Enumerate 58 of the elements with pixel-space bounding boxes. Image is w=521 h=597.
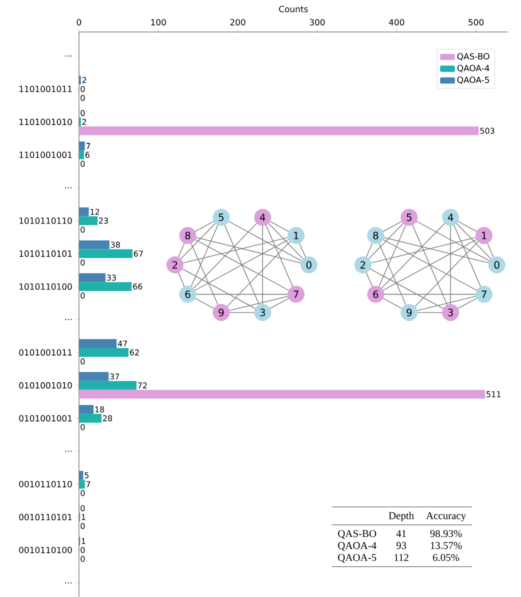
y-tick-label: 0010110110 bbox=[19, 480, 72, 488]
annotation: 41 bbox=[396, 530, 406, 538]
annotation: 1 bbox=[294, 232, 298, 240]
annotation: 8 bbox=[185, 232, 190, 240]
annotation: 3 bbox=[260, 308, 266, 316]
annotation: 6.05% bbox=[433, 554, 460, 562]
annotation: 9 bbox=[218, 308, 224, 316]
y-tick-label: 1010110110 bbox=[20, 218, 72, 224]
x-axis-title: Counts bbox=[279, 6, 308, 12]
annotation: QAS-BO bbox=[338, 530, 376, 539]
annotation: Accuracy bbox=[426, 512, 466, 522]
x-tick-label: 100 bbox=[151, 19, 166, 26]
y-tick-label: 1101001001 bbox=[20, 152, 72, 158]
annotation: 6 bbox=[185, 290, 190, 298]
annotation: QAOA-5 bbox=[338, 554, 376, 563]
y-tick-label: ... bbox=[65, 187, 72, 188]
annotation: Depth bbox=[388, 512, 414, 522]
annotation: 0 bbox=[306, 261, 312, 269]
annotation: 4 bbox=[260, 214, 266, 221]
annotation: 5 bbox=[406, 214, 412, 222]
y-tick-label: ... bbox=[65, 582, 72, 584]
annotation: 7 bbox=[294, 290, 299, 298]
y-tick-label: ... bbox=[65, 318, 72, 320]
y-tick-label: 1010110100 bbox=[20, 283, 72, 290]
y-tick-label: 0101001010 bbox=[19, 382, 72, 389]
y-tick-label: ... bbox=[65, 56, 72, 57]
annotation: 1 bbox=[482, 232, 486, 240]
annotation: 13.57% bbox=[430, 542, 462, 550]
annotation: 2 bbox=[172, 261, 178, 269]
annotation: 3 bbox=[448, 308, 454, 316]
legend-label: QAS-BO bbox=[457, 53, 490, 60]
y-tick-label: 0101001001 bbox=[19, 415, 72, 422]
x-tick-label: 400 bbox=[389, 19, 404, 26]
x-tick-label: 300 bbox=[310, 19, 325, 26]
y-tick-label: 1101001010 bbox=[20, 118, 72, 126]
y-tick-label: 1010110101 bbox=[20, 250, 72, 257]
annotation: 7 bbox=[482, 290, 486, 298]
x-tick-label: 500 bbox=[468, 19, 484, 26]
legend-label: QAOA-5 bbox=[457, 76, 490, 84]
legend-label: QAOA-4 bbox=[457, 64, 490, 72]
annotation: 6 bbox=[373, 290, 378, 298]
annotation: 93 bbox=[396, 542, 406, 550]
annotation: 8 bbox=[373, 232, 378, 240]
y-tick-label: 1101001011 bbox=[20, 86, 72, 92]
y-tick-label: ... bbox=[65, 450, 72, 452]
annotation: 98.93% bbox=[430, 530, 462, 538]
y-tick-label: 0101001011 bbox=[19, 349, 72, 356]
annotation: 4 bbox=[448, 214, 454, 221]
y-tick-label: 0010110100 bbox=[19, 546, 72, 554]
x-tick-label: 200 bbox=[230, 19, 246, 26]
annotation: 112 bbox=[394, 554, 408, 561]
annotation: QAOA-4 bbox=[338, 542, 376, 551]
annotation: 2 bbox=[360, 261, 366, 269]
x-tick-label: 0 bbox=[76, 19, 82, 26]
annotation: 0 bbox=[494, 261, 500, 269]
annotation: 9 bbox=[406, 308, 412, 316]
annotation: 5 bbox=[218, 214, 224, 222]
y-tick-label: 0010110101 bbox=[19, 514, 72, 520]
